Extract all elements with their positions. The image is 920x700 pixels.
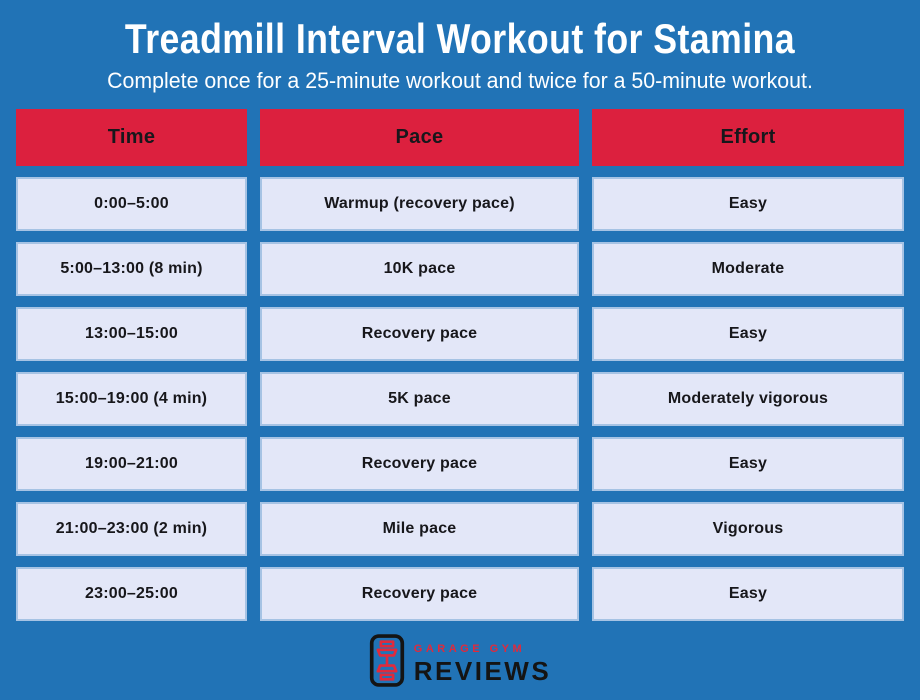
dumbbell-icon — [369, 634, 405, 692]
cell-pace-1: Warmup (recovery pace) — [260, 176, 579, 231]
logo-brand-reviews: REVIEWS — [413, 655, 552, 686]
workout-table: Time Pace Effort 0:00–5:00 Warmup (recov… — [16, 108, 904, 621]
cell-time-2: 5:00–13:00 (8 min) — [16, 241, 247, 296]
cell-time-5: 19:00–21:00 — [16, 436, 247, 491]
logo-wordmark: GARAGE GYM REVIEWS — [414, 642, 551, 683]
cell-pace-6: Mile pace — [260, 501, 579, 556]
cell-time-7: 23:00–25:00 — [16, 566, 247, 621]
brand-logo: GARAGE GYM REVIEWS — [0, 634, 920, 692]
column-header-pace: Pace — [260, 108, 579, 166]
logo-brand-garage-gym: GARAGE GYM — [413, 643, 526, 656]
page-title: Treadmill Interval Workout for Stamina — [124, 15, 796, 62]
cell-pace-2: 10K pace — [260, 241, 579, 296]
cell-effort-3: Easy — [592, 306, 904, 361]
page-header: Treadmill Interval Workout for Stamina C… — [0, 0, 920, 96]
cell-effort-1: Easy — [592, 176, 904, 231]
cell-pace-3: Recovery pace — [260, 306, 579, 361]
cell-time-4: 15:00–19:00 (4 min) — [16, 371, 247, 426]
cell-pace-7: Recovery pace — [260, 566, 579, 621]
cell-time-1: 0:00–5:00 — [16, 176, 247, 231]
cell-effort-2: Moderate — [592, 241, 904, 296]
cell-effort-5: Easy — [592, 436, 904, 491]
page-subtitle: Complete once for a 25-minute workout an… — [107, 68, 813, 94]
cell-pace-5: Recovery pace — [260, 436, 579, 491]
column-header-effort: Effort — [592, 108, 904, 166]
cell-time-3: 13:00–15:00 — [16, 306, 247, 361]
cell-time-6: 21:00–23:00 (2 min) — [16, 501, 247, 556]
cell-effort-7: Easy — [592, 566, 904, 621]
cell-pace-4: 5K pace — [260, 371, 579, 426]
cell-effort-6: Vigorous — [592, 501, 904, 556]
column-header-time: Time — [16, 108, 247, 166]
cell-effort-4: Moderately vigorous — [592, 371, 904, 426]
